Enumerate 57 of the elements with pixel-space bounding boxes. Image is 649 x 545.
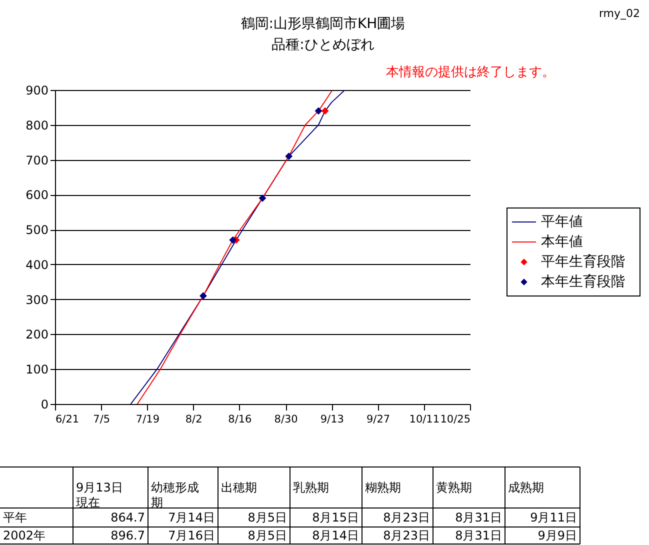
text: rmy_02 xyxy=(598,7,640,20)
y-tick-label: 900 xyxy=(26,84,48,98)
text: 2002年 xyxy=(3,528,46,542)
text: 平年 xyxy=(3,510,27,524)
y-tick-label: 500 xyxy=(26,223,48,238)
x-tick-label: 7/5 xyxy=(93,414,110,426)
point xyxy=(229,236,237,244)
text: 黄熟期 xyxy=(436,480,472,494)
x-tick-label: 6/21 xyxy=(56,414,80,426)
legend-label: 本年値 xyxy=(541,234,583,250)
x-tick-label: 7/19 xyxy=(136,414,160,426)
text: 8月23日 xyxy=(383,528,430,542)
text: 出穂期 xyxy=(221,480,257,494)
legend-label: 本年生育段階 xyxy=(541,273,625,290)
y-tick-label: 100 xyxy=(26,362,48,377)
x-tick-label: 8/2 xyxy=(185,414,202,426)
x-tick-label: 10/11 xyxy=(409,414,440,426)
text: 8月23日 xyxy=(383,510,430,524)
point xyxy=(321,107,329,115)
point xyxy=(200,292,207,300)
x-tick-label: 10/25 xyxy=(440,414,470,426)
text: 幼穂形成期 xyxy=(151,480,199,510)
text: 9月13日現在 xyxy=(76,480,123,510)
text: 7月14日 xyxy=(168,510,215,524)
y-tick-label: 0 xyxy=(40,398,48,412)
point xyxy=(258,194,266,202)
text: 成熟期 xyxy=(508,480,544,494)
text: 9月9日 xyxy=(538,528,577,542)
text: 7月16日 xyxy=(168,528,215,542)
text: 糊熟期 xyxy=(365,480,401,494)
text: 本情報の提供は終了します。 xyxy=(386,65,555,80)
text: 896.7 xyxy=(110,528,145,542)
text: 8月5日 xyxy=(248,510,287,524)
y-tick-label: 200 xyxy=(26,328,48,342)
x-tick-label: 9/27 xyxy=(366,414,390,426)
legend-label: 平年生育段階 xyxy=(541,253,625,270)
text: 8月14日 xyxy=(312,528,359,542)
y-tick-label: 800 xyxy=(26,118,48,132)
point xyxy=(285,152,293,160)
text: 8月5日 xyxy=(248,528,287,542)
x-tick-label: 8/16 xyxy=(228,414,252,426)
text: 8月31日 xyxy=(455,528,502,542)
x-tick-label: 8/30 xyxy=(274,414,298,426)
legend-label: 平年値 xyxy=(541,214,583,230)
text: 8月31日 xyxy=(455,510,502,524)
y-tick-label: 300 xyxy=(26,292,48,307)
x-tick-label: 9/13 xyxy=(320,414,344,426)
text: 乳熟期 xyxy=(293,480,329,494)
chart-title: 鶴岡:山形県鶴岡市KH圃場 xyxy=(240,16,406,32)
text: 8月15日 xyxy=(312,510,359,524)
point xyxy=(314,107,322,115)
chart-subtitle: 品種:ひとめぼれ xyxy=(272,37,374,53)
text: 864.7 xyxy=(110,510,145,524)
text: 9月11日 xyxy=(530,510,577,524)
y-tick-label: 400 xyxy=(26,258,48,272)
y-tick-label: 600 xyxy=(26,188,48,202)
y-tick-label: 700 xyxy=(26,153,48,168)
